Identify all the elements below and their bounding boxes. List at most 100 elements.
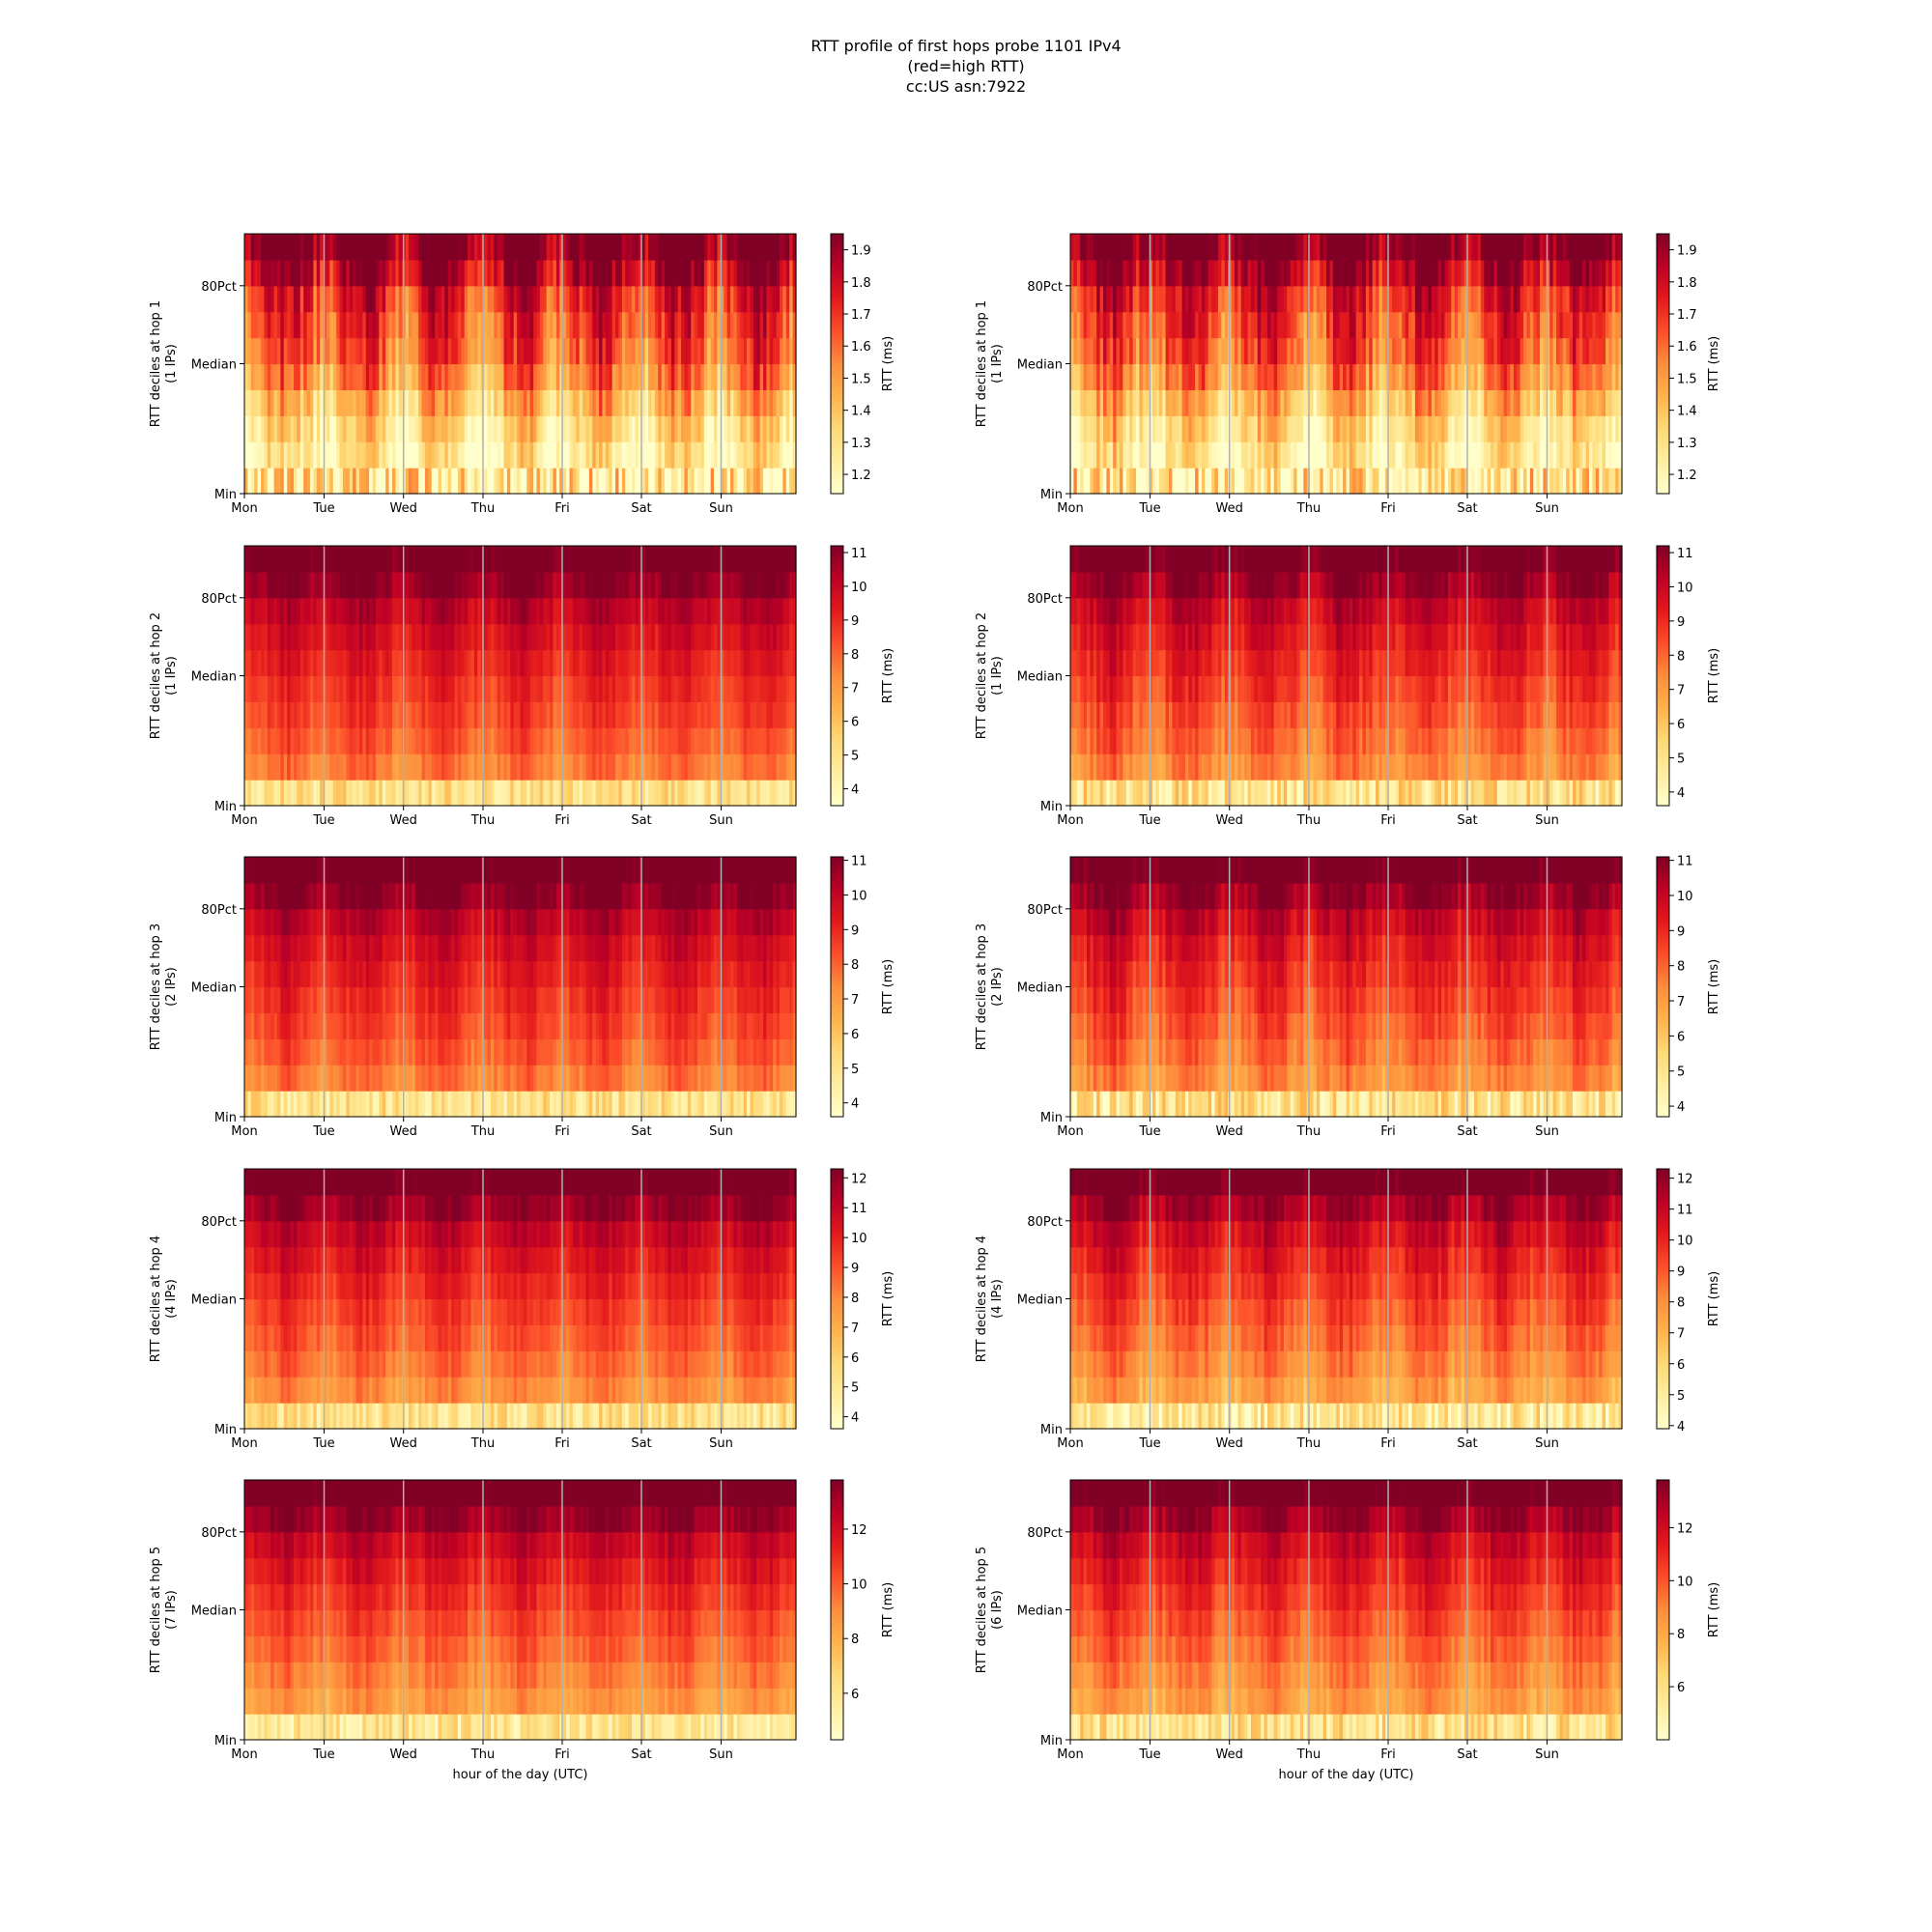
heatmap-cell — [1503, 259, 1508, 287]
heatmap-cell — [1250, 468, 1255, 495]
heatmap-cell — [1240, 259, 1245, 287]
heatmap-cell — [1480, 285, 1485, 313]
heatmap-cell — [444, 780, 449, 807]
heatmap-cell — [440, 468, 445, 495]
heatmap-cell — [1431, 441, 1435, 469]
heatmap-cell — [1116, 441, 1121, 469]
heatmap-cell — [1573, 259, 1577, 287]
heatmap-cell — [1086, 285, 1091, 313]
heatmap-cell — [1608, 441, 1613, 469]
heatmap-cell — [1184, 441, 1189, 469]
heatmap-cell — [447, 337, 452, 365]
heatmap-cell — [369, 285, 374, 313]
heatmap-cell — [1172, 259, 1177, 287]
heatmap-cell — [1546, 415, 1550, 442]
x-tick-label: Fri — [1380, 501, 1396, 516]
heatmap-cell — [306, 234, 311, 261]
heatmap-cell — [451, 259, 456, 287]
heatmap-cell — [1435, 363, 1439, 390]
heatmap-cell — [1477, 363, 1482, 390]
heatmap-cell — [414, 441, 419, 469]
heatmap-cell — [1441, 337, 1446, 365]
heatmap-cell — [1181, 441, 1186, 469]
heatmap-cell — [1135, 259, 1140, 287]
heatmap-cell — [244, 285, 248, 313]
heatmap-cell — [1431, 389, 1435, 416]
heatmap-cell — [588, 285, 593, 313]
heatmap-cell — [405, 441, 410, 469]
heatmap-cell — [1221, 389, 1226, 416]
heatmap-cell — [1224, 311, 1229, 339]
heatmap-cell — [421, 285, 426, 313]
heatmap-cell — [418, 468, 423, 495]
heatmap-cell — [484, 259, 489, 287]
heatmap-cell — [454, 675, 459, 702]
heatmap-cell — [297, 468, 301, 495]
heatmap-cell — [477, 363, 482, 390]
heatmap-cell — [1461, 389, 1465, 416]
heatmap-cell — [1618, 468, 1623, 495]
heatmap-cell — [1162, 234, 1167, 261]
heatmap-cell — [1287, 234, 1292, 261]
heatmap-cell — [1552, 389, 1557, 416]
heatmap-cell — [1322, 415, 1327, 442]
heatmap-cell — [414, 623, 419, 651]
heatmap-cell — [605, 311, 610, 339]
heatmap-cell — [316, 441, 321, 469]
heatmap-cell — [654, 441, 659, 469]
heatmap-cell — [674, 337, 679, 365]
heatmap-cell — [254, 311, 259, 339]
heatmap-cell — [1122, 311, 1127, 339]
heatmap-cell — [1099, 415, 1104, 442]
heatmap-cell — [1266, 311, 1271, 339]
heatmap-cell — [503, 441, 508, 469]
heatmap-cell — [497, 259, 501, 287]
heatmap-cell — [740, 285, 745, 313]
heatmap-cell — [1365, 234, 1370, 261]
heatmap-cell — [276, 546, 281, 573]
heatmap-cell — [385, 389, 390, 416]
heatmap-cell — [1463, 285, 1468, 313]
heatmap-cell — [473, 259, 478, 287]
heatmap-cell — [1569, 389, 1574, 416]
heatmap-cell — [1510, 441, 1515, 469]
heatmap-cell — [1155, 311, 1160, 339]
heatmap-cell — [353, 234, 357, 261]
heatmap-cell — [539, 389, 544, 416]
heatmap-cell — [1119, 311, 1123, 339]
heatmap-cell — [517, 363, 522, 390]
heatmap-cell — [670, 389, 675, 416]
heatmap-cell — [1408, 389, 1413, 416]
heatmap-cell — [1493, 285, 1498, 313]
heatmap-cell — [339, 285, 344, 313]
heatmap-cell — [717, 441, 722, 469]
heatmap-cell — [733, 441, 738, 469]
heatmap-cell — [320, 259, 325, 287]
heatmap-cell — [1083, 337, 1088, 365]
heatmap-cell — [595, 259, 600, 287]
heatmap-cell — [1411, 337, 1416, 365]
heatmap-cell — [316, 675, 321, 702]
heatmap-cell — [1211, 415, 1216, 442]
heatmap-cell — [1264, 337, 1268, 365]
heatmap-cell — [1355, 311, 1360, 339]
heatmap-cell — [555, 363, 560, 390]
heatmap-cell — [1346, 285, 1350, 313]
heatmap-cell — [510, 337, 515, 365]
heatmap-cell — [346, 546, 351, 573]
heatmap-cell — [1329, 285, 1334, 313]
heatmap-cell — [648, 285, 653, 313]
heatmap-cells — [244, 546, 797, 807]
heatmap-cell — [1346, 415, 1350, 442]
heatmap-cell — [414, 727, 419, 754]
heatmap-cell — [562, 415, 567, 442]
heatmap-cell — [1093, 285, 1097, 313]
heatmap-cell — [412, 285, 416, 313]
heatmap-cell — [1569, 234, 1574, 261]
heatmap-cell — [454, 780, 459, 807]
heatmap-cell — [1517, 337, 1521, 365]
colorbar-tick-label: 1.6 — [851, 340, 871, 355]
heatmap-cell — [339, 363, 344, 390]
heatmap-cell — [276, 468, 281, 495]
heatmap-cell — [379, 363, 384, 390]
